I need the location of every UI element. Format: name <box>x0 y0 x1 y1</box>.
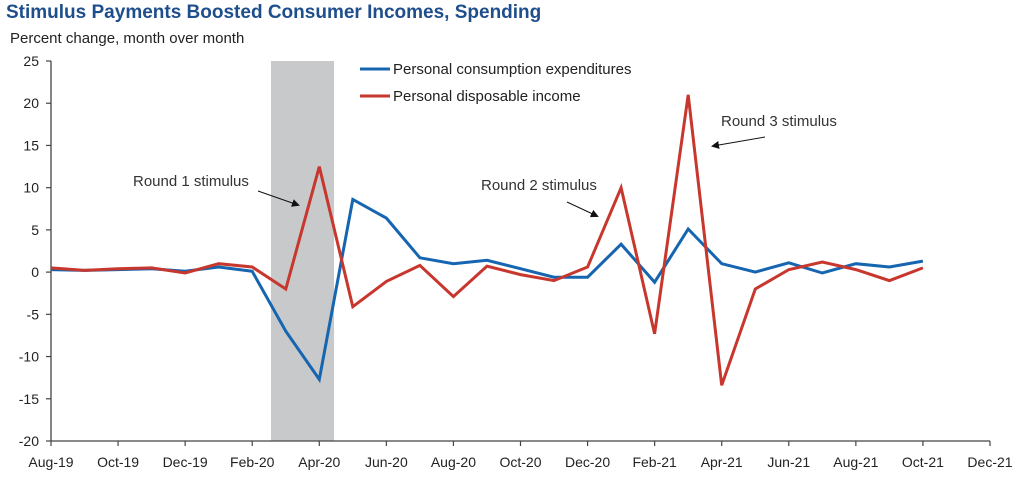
legend-label-pce: Personal consumption expenditures <box>393 61 631 78</box>
legend-label-pdi: Personal disposable income <box>393 88 581 105</box>
shaded-region <box>270 61 335 441</box>
y-tick-label: -10 <box>19 349 39 365</box>
x-tick-label: Aug-21 <box>833 454 878 470</box>
y-tick-label: 25 <box>23 53 39 69</box>
x-tick-label: Oct-20 <box>499 454 541 470</box>
y-tick-label: 20 <box>23 95 39 111</box>
annotation-round-3: Round 3 stimulus <box>721 113 837 130</box>
y-tick-label: 5 <box>31 222 39 238</box>
y-tick-label: 10 <box>23 180 39 196</box>
series-line-consumption-expenditures <box>50 197 924 384</box>
y-tick-label: 0 <box>31 264 39 280</box>
annotation-arrow-round-3 <box>711 136 766 149</box>
x-tick-label: Apr-20 <box>298 454 340 470</box>
x-tick-label: Dec-19 <box>163 454 208 470</box>
y-tick-label: -20 <box>19 433 39 449</box>
x-tick-label: Oct-21 <box>902 454 944 470</box>
x-tick-label: Dec-21 <box>967 454 1012 470</box>
x-tick-label: Dec-20 <box>565 454 610 470</box>
annotation-arrow-round-1 <box>257 190 300 207</box>
x-tick-label: Apr-21 <box>701 454 743 470</box>
annotation-round-1: Round 1 stimulus <box>133 173 249 190</box>
y-tick-label: -5 <box>27 306 40 322</box>
y-tick-label: -15 <box>19 391 39 407</box>
y-axis-label: Percent change, month over month <box>10 30 245 47</box>
x-tick-label: Feb-21 <box>632 454 677 470</box>
annotation-round-2: Round 2 stimulus <box>481 177 597 194</box>
x-tick-label: Jun-21 <box>767 454 810 470</box>
x-tick-label: Aug-19 <box>28 454 73 470</box>
x-tick-label: Jun-20 <box>365 454 408 470</box>
y-tick-label: 15 <box>23 137 39 153</box>
x-tick-label: Oct-19 <box>97 454 139 470</box>
annotation-arrow-round-2 <box>566 201 599 218</box>
x-tick-label: Feb-20 <box>230 454 275 470</box>
x-tick-label: Aug-20 <box>431 454 476 470</box>
chart-title: Stimulus Payments Boosted Consumer Incom… <box>6 2 542 23</box>
series-line-disposable-income <box>50 94 924 386</box>
